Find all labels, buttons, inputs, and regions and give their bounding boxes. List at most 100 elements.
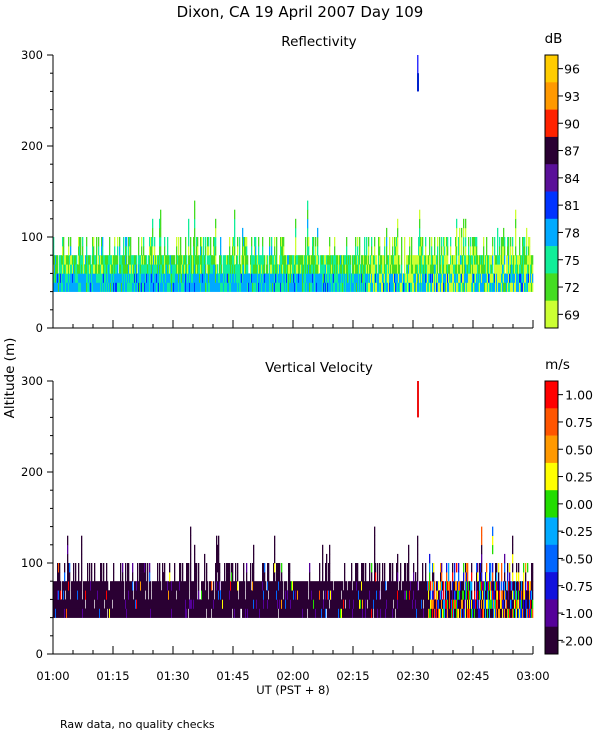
data-cell: [214, 273, 216, 283]
data-cell: [138, 581, 140, 591]
data-cell: [167, 273, 169, 283]
data-cell: [404, 273, 406, 283]
data-cell: [298, 599, 300, 609]
data-cell: [231, 581, 233, 591]
data-cell: [525, 581, 527, 591]
data-cell: [397, 273, 399, 283]
data-cell: [216, 608, 218, 618]
data-cell: [186, 264, 188, 274]
data-cell: [236, 255, 238, 265]
data-cell: [75, 581, 77, 591]
data-cell: [303, 273, 305, 283]
data-cell: [325, 563, 327, 573]
data-cell: [95, 255, 97, 265]
data-cell: [360, 273, 362, 283]
data-cell: [286, 608, 288, 618]
data-cell: [210, 246, 212, 256]
panel-title: Reflectivity: [281, 34, 356, 50]
data-cell: [451, 590, 453, 600]
data-cell: [427, 273, 429, 283]
data-cell: [201, 246, 203, 256]
data-cell: [487, 264, 489, 274]
data-cell: [292, 255, 294, 265]
data-cell: [336, 282, 338, 292]
data-cell: [267, 563, 269, 573]
data-cell: [286, 590, 288, 600]
data-cell: [250, 590, 252, 600]
data-cell: [255, 273, 257, 283]
data-cell: [243, 282, 245, 292]
data-cell: [492, 246, 494, 256]
data-cell: [375, 608, 377, 618]
data-cell: [428, 282, 430, 292]
data-cell: [505, 282, 507, 292]
data-cell: [463, 237, 465, 247]
data-cell: [323, 273, 325, 283]
data-cell: [144, 599, 146, 609]
data-cell: [447, 255, 449, 265]
data-cell: [374, 255, 376, 265]
data-cell: [109, 237, 111, 247]
data-cell: [341, 581, 343, 591]
data-cell: [199, 282, 201, 292]
data-cell: [181, 581, 183, 591]
data-cell: [66, 264, 68, 274]
data-cell: [99, 255, 101, 265]
data-cell: [58, 608, 60, 618]
data-cell: [477, 563, 479, 573]
data-cell: [335, 273, 337, 283]
data-cell: [160, 608, 162, 618]
data-cell: [244, 264, 246, 274]
data-cell: [514, 581, 516, 591]
data-cell: [223, 282, 225, 292]
data-cell: [279, 255, 281, 265]
data-cell: [86, 246, 88, 256]
data-cell: [223, 264, 225, 274]
data-cell: [194, 572, 196, 582]
y-tick-label: 100: [21, 556, 43, 570]
data-cell: [95, 608, 97, 618]
data-cell: [385, 273, 387, 283]
data-cell: [240, 264, 242, 274]
data-cell: [518, 273, 520, 283]
data-cell: [376, 273, 378, 283]
data-cell: [81, 282, 83, 292]
x-tick-label: 01:00: [36, 669, 69, 683]
data-cell: [177, 599, 179, 609]
data-cell: [355, 608, 357, 618]
data-cell: [65, 264, 67, 274]
data-cell: [461, 237, 463, 247]
data-cell: [160, 255, 162, 265]
data-cell: [274, 264, 276, 274]
data-cell: [68, 581, 70, 591]
data-cell: [117, 282, 119, 292]
data-cell: [421, 246, 423, 256]
data-cell: [494, 237, 496, 247]
data-cell: [430, 273, 432, 283]
data-cell: [189, 599, 191, 609]
data-cell: [129, 237, 131, 247]
data-cell: [530, 608, 532, 618]
data-cell: [243, 246, 245, 256]
data-cell: [206, 572, 208, 582]
data-cell: [241, 581, 243, 591]
data-cell: [79, 264, 81, 274]
data-cell: [355, 563, 357, 573]
data-cell: [359, 255, 361, 265]
data-cell: [79, 273, 81, 283]
data-cell: [213, 273, 215, 283]
data-cell: [408, 282, 410, 292]
data-cell: [288, 608, 290, 618]
data-cell: [89, 608, 91, 618]
data-cell: [60, 590, 62, 600]
data-cell: [521, 255, 523, 265]
data-cell: [363, 282, 365, 292]
data-cell: [447, 237, 449, 247]
data-cell: [205, 255, 207, 265]
data-cell: [107, 581, 109, 591]
data-cell: [426, 599, 428, 609]
data-cell: [397, 572, 399, 582]
data-cell: [410, 608, 412, 618]
data-cell: [374, 599, 376, 609]
data-cell: [55, 255, 57, 265]
